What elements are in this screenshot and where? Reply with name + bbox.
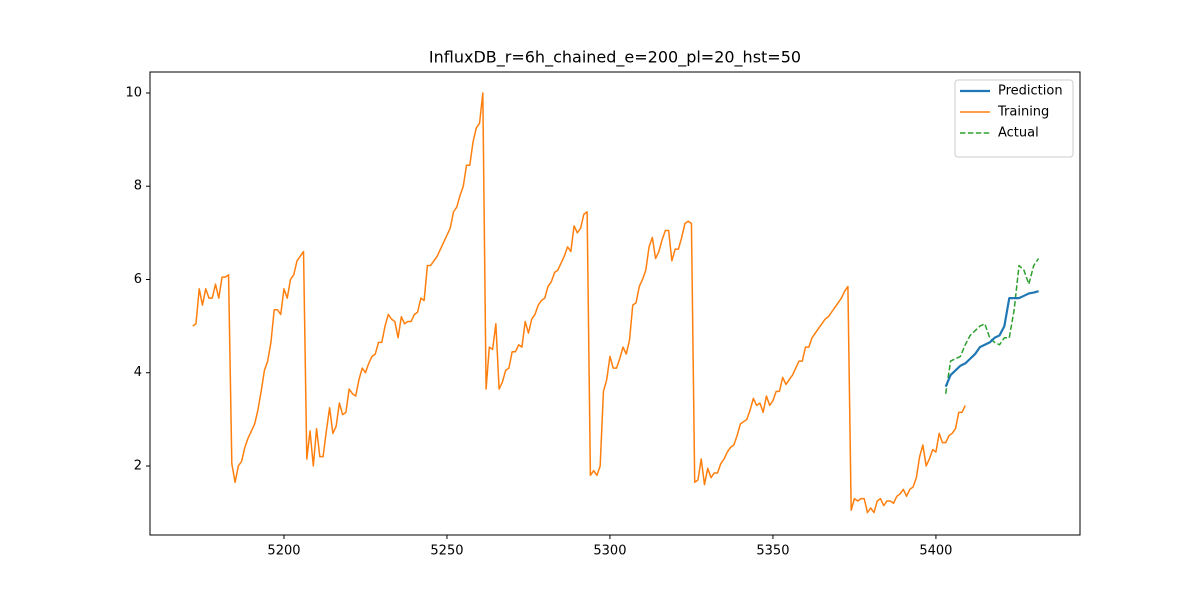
data-line — [944, 290, 1039, 388]
x-tick-label: 5350 — [756, 544, 789, 559]
data-line — [192, 92, 966, 514]
y-tick-label: 2 — [134, 458, 142, 473]
x-tick-label: 5200 — [267, 544, 300, 559]
y-tick-label: 8 — [134, 179, 142, 194]
chart-title: InfluxDB_r=6h_chained_e=200_pl=20_hst=50 — [429, 48, 801, 68]
y-tick-label: 6 — [134, 272, 142, 287]
legend-label: Training — [997, 105, 1049, 120]
plot-frame — [149, 71, 1081, 536]
y-tick-label: 10 — [125, 85, 142, 100]
x-tick-label: 5300 — [593, 544, 626, 559]
x-tick-label: 5250 — [430, 544, 463, 559]
x-tick-label: 5400 — [919, 544, 952, 559]
y-tick-label: 4 — [134, 365, 142, 380]
legend-box — [954, 79, 1074, 158]
legend-label: Actual — [998, 126, 1039, 141]
legend-label: Prediction — [998, 84, 1063, 99]
